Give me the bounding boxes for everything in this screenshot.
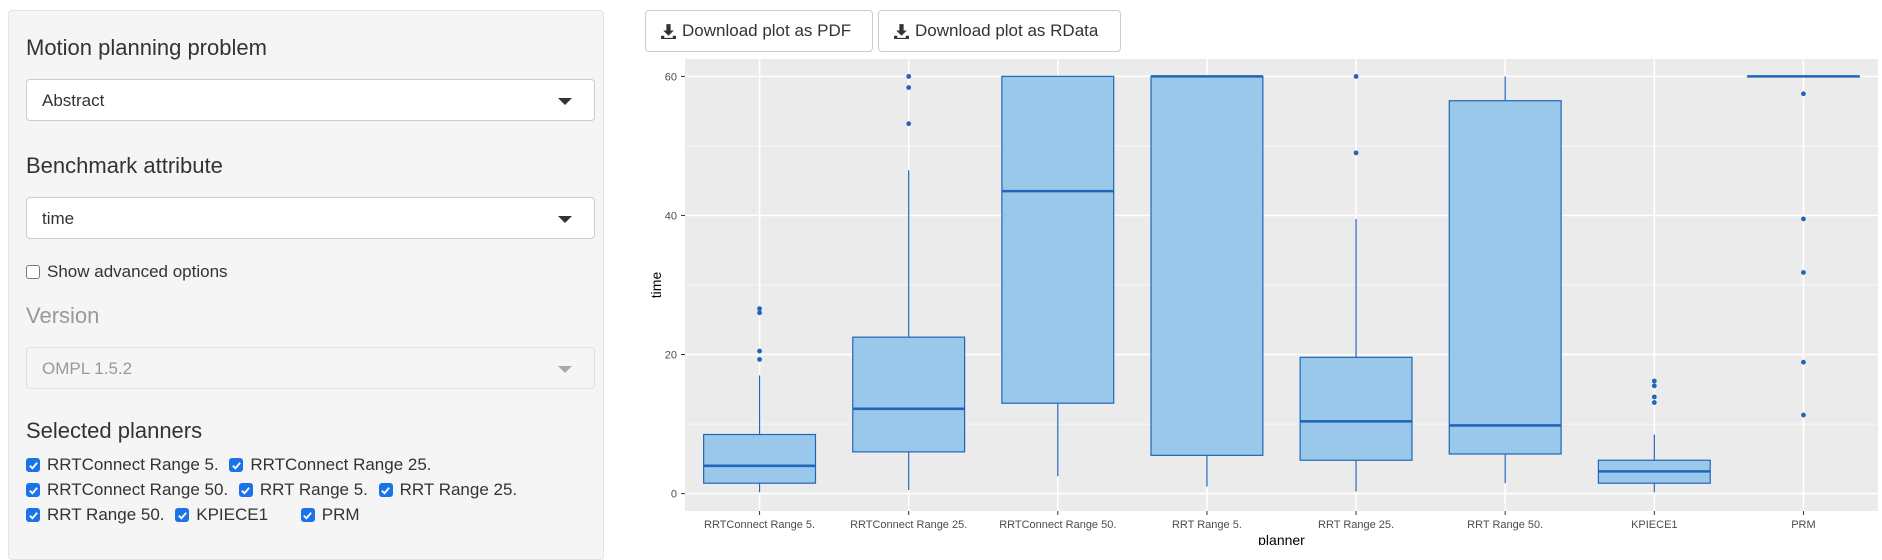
chevron-down-icon xyxy=(558,366,572,373)
planner-checkbox-row: RRTConnect Range 50. RRT Range 5. RRT Ra… xyxy=(26,480,523,501)
checkbox-checked-icon[interactable] xyxy=(26,483,40,497)
checkbox-checked-icon[interactable] xyxy=(238,483,253,497)
y-tick-label: 20 xyxy=(665,350,677,362)
outlier-point xyxy=(906,121,912,127)
planner-label: RRTConnect Range 50. xyxy=(47,480,229,499)
planner-label: KPIECE1 xyxy=(196,505,269,524)
outlier-point xyxy=(1651,394,1657,400)
outlier-point xyxy=(1353,150,1359,156)
download-pdf-label: Download plot as PDF xyxy=(682,21,852,40)
problem-label: Motion planning problem xyxy=(26,35,267,60)
advanced-options-label: Show advanced options xyxy=(47,262,228,281)
planner-label: PRM xyxy=(321,505,360,524)
attribute-select-value: time xyxy=(42,209,75,228)
checkbox-checked-icon[interactable] xyxy=(26,458,40,472)
box xyxy=(1448,100,1562,455)
download-icon xyxy=(894,23,909,39)
planner-label: RRT Range 5. xyxy=(259,480,368,499)
planner-checkbox-item[interactable]: RRTConnect Range 5. xyxy=(26,455,219,475)
version-select: OMPL 1.5.2 xyxy=(26,347,595,389)
sidebar-panel: Motion planning problem Abstract Benchma… xyxy=(8,10,604,560)
outlier-point xyxy=(1801,216,1806,222)
x-tick-label: RRT Range 25. xyxy=(1318,519,1394,531)
x-tick-label: RRTConnect Range 50. xyxy=(999,519,1116,531)
outlier-point xyxy=(1651,383,1657,389)
chevron-down-icon xyxy=(558,98,572,105)
problem-select[interactable]: Abstract xyxy=(26,79,595,121)
attribute-select[interactable]: time xyxy=(26,197,595,239)
planner-label: RRT Range 25. xyxy=(399,480,518,499)
checkbox-checked-icon[interactable] xyxy=(300,508,315,522)
download-pdf-button[interactable]: Download plot as PDF xyxy=(645,10,873,52)
version-label: Version xyxy=(26,303,100,328)
planner-label: RRT Range 50. xyxy=(47,505,165,524)
x-tick-label: RRT Range 50. xyxy=(1467,519,1543,531)
boxplot-chart: 0 20 40 60 RRTConnect Range 5. RRTConnect Ran… xyxy=(648,59,1878,545)
outlier-point xyxy=(1651,400,1657,405)
planner-label: RRTConnect Range 25. xyxy=(250,455,432,474)
planner-checkbox-item[interactable]: RRT Range 25. xyxy=(378,480,518,500)
outlier-point xyxy=(1651,378,1657,384)
planner-checkbox-row: RRTConnect Range 5. RRTConnect Range 25. xyxy=(26,455,438,476)
box xyxy=(852,336,966,453)
planner-checkbox-item[interactable]: RRTConnect Range 50. xyxy=(26,480,228,500)
outlier-point xyxy=(906,85,912,90)
x-tick-label: RRTConnect Range 5. xyxy=(704,519,815,531)
checkbox-checked-icon[interactable] xyxy=(26,508,40,522)
outlier-point xyxy=(1801,359,1806,365)
planners-label: Selected planners xyxy=(26,418,203,443)
download-rdata-label: Download plot as RData xyxy=(915,21,1099,40)
box xyxy=(703,433,817,484)
planner-checkbox-item[interactable]: KPIECE1 xyxy=(175,505,268,525)
planner-checkbox-item[interactable]: RRTConnect Range 25. xyxy=(229,455,432,475)
x-tick-label: RRTConnect Range 25. xyxy=(850,519,967,531)
planner-checkbox-item[interactable]: RRT Range 50. xyxy=(26,505,165,525)
x-tick-label: KPIECE1 xyxy=(1631,519,1677,531)
planner-checkbox-item[interactable]: PRM xyxy=(300,505,360,525)
outlier-point xyxy=(757,306,762,312)
chevron-down-icon xyxy=(558,216,572,223)
outlier-point xyxy=(906,73,912,79)
outlier-point xyxy=(1801,412,1806,418)
version-select-value: OMPL 1.5.2 xyxy=(42,359,133,378)
planner-checkbox-row: RRT Range 50. KPIECE1 PRM xyxy=(26,505,366,526)
outlier-point xyxy=(757,310,762,316)
x-tick-label: PRM xyxy=(1791,519,1815,531)
outlier-point xyxy=(757,357,762,362)
advanced-options-checkbox[interactable] xyxy=(26,265,40,279)
problem-select-value: Abstract xyxy=(42,91,105,110)
attribute-label: Benchmark attribute xyxy=(26,153,223,178)
y-tick-label: 0 xyxy=(671,489,677,501)
checkbox-checked-icon[interactable] xyxy=(175,508,190,522)
x-tick-label: RRT Range 5. xyxy=(1172,519,1242,531)
advanced-options-checkbox-row[interactable]: Show advanced options xyxy=(26,262,234,284)
outlier-point xyxy=(1801,91,1806,97)
outlier-point xyxy=(1353,73,1359,79)
y-tick-label: 40 xyxy=(665,210,677,222)
y-axis-label: time xyxy=(648,272,664,299)
box xyxy=(1150,75,1264,456)
download-icon xyxy=(661,23,676,39)
outlier-point xyxy=(1801,270,1806,275)
planner-checkbox-item[interactable]: RRT Range 5. xyxy=(238,480,368,500)
download-rdata-button[interactable]: Download plot as RData xyxy=(878,10,1121,52)
x-axis-label: planner xyxy=(1258,532,1305,545)
outlier-point xyxy=(757,348,762,354)
box xyxy=(1299,356,1413,461)
checkbox-checked-icon[interactable] xyxy=(229,458,244,472)
checkbox-checked-icon[interactable] xyxy=(378,483,393,497)
planner-label: RRTConnect Range 5. xyxy=(47,455,219,474)
y-tick-label: 60 xyxy=(665,71,677,83)
box xyxy=(1001,75,1115,404)
